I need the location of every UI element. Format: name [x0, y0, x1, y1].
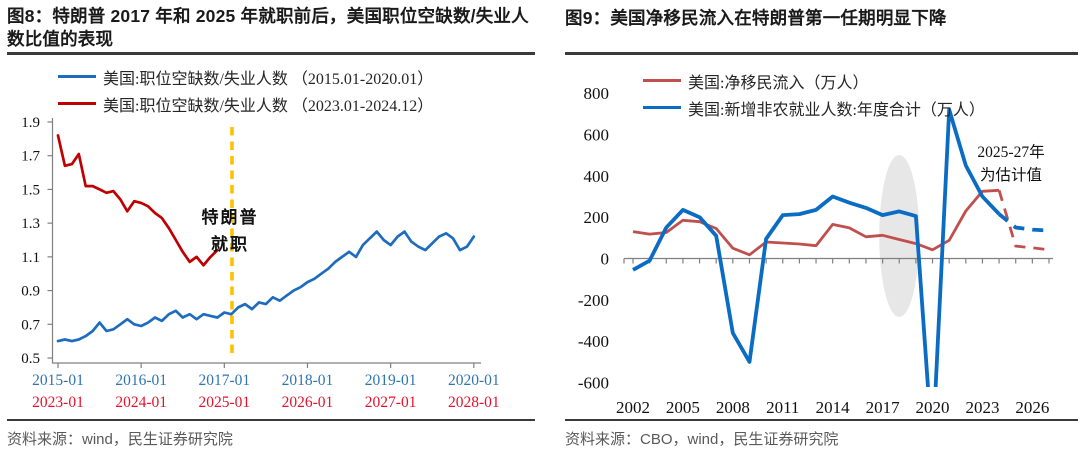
fig8-xtick-blue: 2015-01 [32, 372, 84, 389]
fig8-title: 图8：特朗普 2017 年和 2025 年就职前后，美国职位空缺数/失业人数比值… [7, 5, 535, 55]
fig9-legend: 美国:净移民流入（万人） 美国:新增非农就业人数:年度合计（万人） [643, 68, 985, 120]
legend-row: 美国:新增非农就业人数:年度合计（万人） [643, 95, 985, 120]
fig9-ytick-label: 600 [584, 125, 610, 144]
fig8-ytick-label: 1.3 [21, 216, 40, 232]
fig8-ytick-label: 0.7 [21, 317, 40, 333]
fig8-ytick-label: 1.5 [21, 182, 40, 198]
fig9-title: 图9：美国净移民流入在特朗普第一任期明显下降 [565, 5, 1078, 55]
fig9-ytick-label: 0 [601, 250, 610, 269]
fig8-xtick-red: 2023-01 [32, 394, 84, 411]
fig8-xtick-red: 2027-01 [365, 394, 417, 411]
fig9-xtick-label: 2020 [916, 398, 950, 417]
legend-row: 美国:职位空缺数/失业人数 （2015.01-2020.01） [58, 64, 433, 89]
fig9-xtick-label: 2011 [766, 398, 799, 417]
fig8-xtick-red: 2025-01 [198, 394, 250, 411]
fig9-series-0-actual [632, 188, 1000, 257]
fig9-ytick-label: 400 [584, 167, 610, 186]
legend-row: 美国:净移民流入（万人） [643, 68, 985, 93]
fig8-xtick-blue: 2020-01 [448, 372, 500, 389]
red-line-swatch [643, 79, 681, 82]
legend-label: 美国:职位空缺数/失业人数 （2015.01-2020.01） [103, 70, 434, 88]
fig8-axes [51, 118, 481, 364]
fig8-xtick-blue: 2017-01 [198, 372, 250, 389]
fig9-xtick-label: 2002 [616, 398, 650, 417]
fig8-xtick-red: 2024-01 [115, 394, 167, 411]
fig9-series-0-estimate [997, 189, 1050, 252]
red-line-swatch [58, 102, 96, 105]
fig8-series-0 [56, 230, 476, 343]
fig8-xtick-blue: 2018-01 [282, 372, 334, 389]
legend-label: 美国:净移民流入（万人） [688, 74, 869, 92]
blue-line-swatch [58, 75, 96, 78]
fig8-xtick-blue: 2016-01 [115, 372, 167, 389]
fig9-xtick-label: 2023 [965, 398, 999, 417]
legend-label: 美国:职位空缺数/失业人数 （2023.01-2024.12） [103, 97, 434, 115]
fig8-ytick-label: 0.9 [21, 284, 40, 300]
first-term-highlight-ellipse [879, 155, 920, 317]
blue-line-swatch [643, 106, 681, 109]
fig8-ytick-label: 1.1 [21, 250, 40, 266]
fig8-legend: 美国:职位空缺数/失业人数 （2015.01-2020.01） 美国:职位空缺数… [58, 64, 433, 116]
estimate-note-annotation: 2025-27年 为估计值 [977, 144, 1045, 185]
fig8-series-1 [56, 134, 219, 267]
fig9-xtick-label: 2014 [816, 398, 851, 417]
trump-inauguration-annotation: 特朗普 就职 [201, 208, 259, 255]
fig8-ytick-label: 0.5 [21, 351, 40, 367]
fig8-ytick-label: 1.7 [21, 149, 40, 165]
fig9-xtick-label: 2026 [1015, 398, 1049, 417]
fig9-xtick-label: 2017 [866, 398, 901, 417]
fig8-xtick-blue: 2019-01 [365, 372, 417, 389]
fig9-series-1-estimate [997, 212, 1050, 233]
fig9-ytick-label: -200 [578, 291, 609, 310]
fig8-source: 资料来源：wind，民生证券研究院 [7, 419, 535, 449]
fig9-ytick-label: 800 [584, 84, 610, 103]
fig9-source: 资料来源：CBO，wind，民生证券研究院 [565, 419, 1078, 449]
fig9-ytick-label: -600 [578, 374, 609, 393]
fig8-xtick-red: 2028-01 [448, 394, 500, 411]
fig9-ytick-label: 200 [584, 208, 610, 227]
fig9-ytick-label: -400 [578, 332, 609, 351]
fig8-ytick-label: 1.9 [21, 115, 40, 131]
fig9-xtick-label: 2008 [716, 398, 750, 417]
fig8-xtick-red: 2026-01 [282, 394, 334, 411]
fig9-xtick-label: 2005 [666, 398, 700, 417]
legend-row: 美国:职位空缺数/失业人数 （2023.01-2024.12） [58, 91, 433, 116]
fig9-series-group [632, 107, 1050, 387]
fig9-series-1-actual [632, 107, 1001, 387]
legend-label: 美国:新增非农就业人数:年度合计（万人） [688, 101, 985, 119]
